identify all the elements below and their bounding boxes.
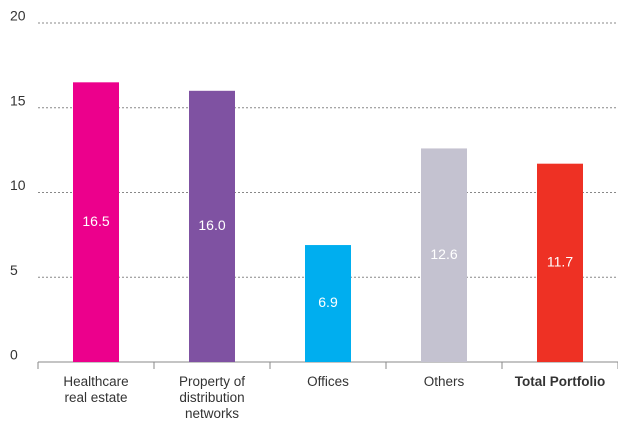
bar xyxy=(305,245,351,362)
value-label: 11.7 xyxy=(547,254,573,270)
value-label: 6.9 xyxy=(318,294,338,310)
x-tick-label: Others xyxy=(423,374,465,389)
x-tick-label: Healthcare real estate xyxy=(63,374,129,405)
y-tick-label: 5 xyxy=(10,262,18,278)
y-tick-label: 0 xyxy=(10,347,18,363)
y-tick-label: 20 xyxy=(10,8,26,24)
y-tick-label: 10 xyxy=(10,177,26,193)
value-label: 12.6 xyxy=(430,246,457,262)
x-tick-label: Property of distribution networks xyxy=(178,374,246,421)
x-tick-label: Offices xyxy=(307,374,349,389)
value-label: 16.5 xyxy=(82,213,109,229)
value-label: 16.0 xyxy=(198,217,225,233)
bar xyxy=(189,90,235,363)
x-tick-label: Total Portfolio xyxy=(514,374,606,389)
bar xyxy=(537,163,583,362)
bar xyxy=(73,82,119,362)
bar xyxy=(421,148,467,362)
y-tick-label: 15 xyxy=(10,92,26,108)
